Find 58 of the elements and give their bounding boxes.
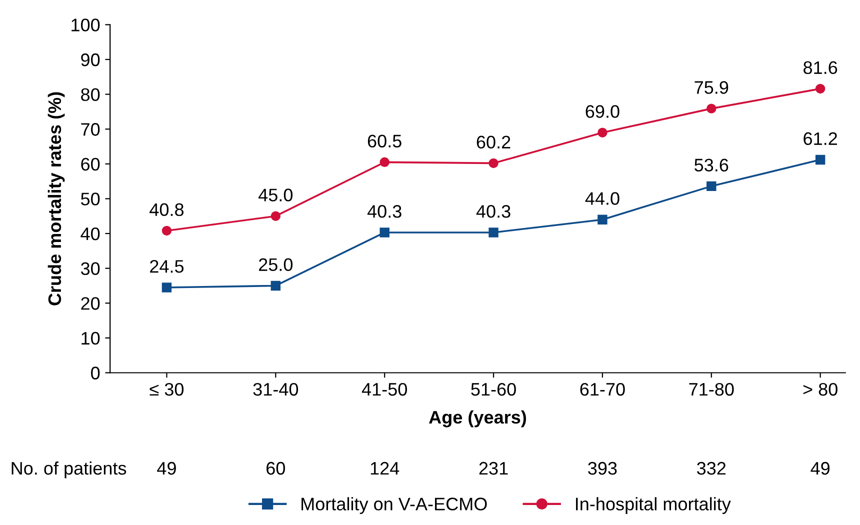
x-axis-title: Age (years) bbox=[429, 410, 526, 428]
data-label: 60.5 bbox=[368, 134, 402, 148]
data-label: 75.9 bbox=[694, 81, 728, 94]
x-tick-label: 61-70 bbox=[580, 382, 625, 396]
y-tick-label: 40 bbox=[80, 227, 100, 240]
text: 124 bbox=[370, 462, 400, 475]
y-tick-label: 50 bbox=[81, 192, 100, 206]
text: 393 bbox=[588, 462, 617, 475]
text: 332 bbox=[697, 462, 726, 475]
data-label: 40.3 bbox=[367, 205, 402, 218]
y-tick-label: 20 bbox=[81, 297, 100, 310]
point bbox=[270, 280, 281, 291]
data-label: 45.0 bbox=[258, 188, 293, 202]
point bbox=[380, 157, 390, 168]
x-tick-label: 71-80 bbox=[689, 382, 734, 396]
data-label: 53.6 bbox=[694, 158, 728, 172]
legend-label: In-hospital mortality bbox=[576, 497, 731, 514]
y-axis-title: Crude mortality rates (%) bbox=[48, 92, 65, 306]
point bbox=[162, 226, 172, 236]
point bbox=[380, 228, 390, 238]
point bbox=[815, 154, 826, 165]
point bbox=[706, 104, 716, 114]
x-tick-label: ≤ 30 bbox=[150, 382, 184, 396]
data-label: 25.0 bbox=[259, 258, 293, 272]
x-tick-label: > 80 bbox=[803, 382, 838, 396]
data-label: 60.2 bbox=[476, 136, 510, 149]
data-label: 40.3 bbox=[476, 205, 510, 218]
point bbox=[706, 181, 716, 192]
x-tick-label: 41-50 bbox=[362, 382, 407, 396]
data-label: 44.0 bbox=[585, 192, 620, 205]
text: No. of patients bbox=[12, 461, 126, 478]
point bbox=[598, 214, 608, 224]
point bbox=[598, 128, 608, 138]
data-label: 61.2 bbox=[804, 132, 837, 146]
data-label: 69.0 bbox=[586, 105, 620, 118]
text: 49 bbox=[157, 462, 176, 475]
y-tick-label: 0 bbox=[91, 366, 100, 380]
y-tick-label: 80 bbox=[81, 88, 100, 102]
legend-label: Mortality on V-A-ECMO bbox=[302, 497, 487, 514]
x-tick-label: 51-60 bbox=[471, 382, 516, 396]
point bbox=[488, 228, 498, 238]
text: 60 bbox=[266, 462, 285, 475]
text: 231 bbox=[479, 462, 508, 475]
point bbox=[488, 158, 498, 168]
data-label: 24.5 bbox=[150, 260, 184, 273]
x-tick-label: 31-40 bbox=[253, 382, 298, 396]
y-tick-label: 70 bbox=[81, 123, 100, 136]
y-tick-label: 10 bbox=[82, 332, 100, 345]
data-label: 81.6 bbox=[804, 61, 838, 74]
y-tick-label: 100 bbox=[72, 18, 100, 32]
y-tick-label: 60 bbox=[81, 158, 100, 171]
y-tick-label: 90 bbox=[81, 53, 100, 66]
point bbox=[815, 84, 826, 94]
point bbox=[162, 282, 172, 292]
data-label: 40.8 bbox=[150, 203, 184, 216]
text: 49 bbox=[810, 462, 830, 475]
y-tick-label: 30 bbox=[80, 262, 100, 276]
point bbox=[270, 211, 281, 221]
